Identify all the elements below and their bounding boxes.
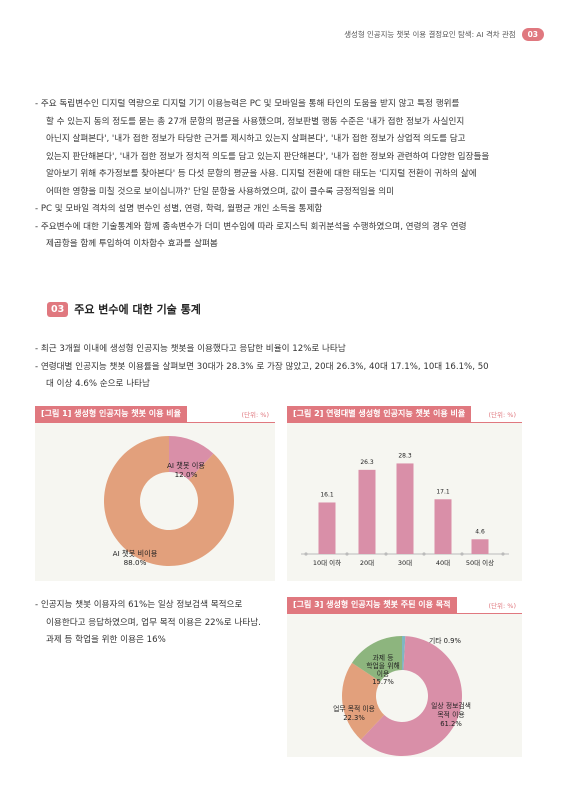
fig2-bar-2 bbox=[396, 463, 414, 554]
figure-1-panel: [그림 1] 생성형 인공지능 챗봇 이용 비율 (단위: %) AI 챗봇 이… bbox=[35, 406, 275, 581]
bullet-line: 과제 등 학업을 위한 이용은 16% bbox=[46, 635, 166, 645]
bullet-line: - PC 및 모바일 격차의 설명 변수인 성별, 연령, 학력, 월평균 개인… bbox=[35, 204, 323, 214]
fig2-category-label-4: 50대 이상 bbox=[466, 558, 494, 567]
bullet-item: - 최근 3개월 이내에 생성형 인공지능 챗봇을 이용했다고 응답한 비율이 … bbox=[35, 341, 523, 359]
fig3-label-study: 과제 등 학업을 위해 이용 15.7% bbox=[366, 653, 399, 686]
figure-2-bar-chart: 16.1 10대 이하 26.3 20대 28.3 30대 17.1 40대 4.6 50대 이상 bbox=[301, 452, 509, 567]
fig3-slice-1 bbox=[360, 636, 462, 756]
fig1-slice-0 bbox=[169, 436, 214, 480]
fig1-label-nonuse: AI 챗봇 비이용 88.0% bbox=[113, 549, 158, 567]
bullet-line: 이용한다고 응답하였으며, 업무 목적 이용은 22%로 나타남. bbox=[46, 617, 261, 628]
fig2-value-label-1: 26.3 bbox=[360, 459, 374, 466]
fig2-value-label-2: 28.3 bbox=[398, 452, 412, 459]
figure-3-header: [그림 3] 생성형 인공지능 챗봇 주된 이용 목적 (단위: %) bbox=[287, 597, 522, 614]
fig3-label-daily: 일상 정보검색 목적 이용 61.2% bbox=[431, 701, 471, 728]
stat-bullet-list: - 최근 3개월 이내에 생성형 인공지능 챗봇을 이용했다고 응답한 비율이 … bbox=[35, 341, 523, 394]
bullet-line: 제곱항을 함께 투입하여 이차함수 효과를 살펴봄 bbox=[46, 239, 218, 249]
bullet-line: 대 이상 4.6% 순으로 나타남 bbox=[46, 379, 150, 389]
bullet-line: 있는지 판단해본다', '내가 접한 정보가 정치적 의도를 담고 있는지 판단… bbox=[46, 151, 490, 162]
figure-1-header: [그림 1] 생성형 인공지능 챗봇 이용 비율 (단위: %) bbox=[35, 406, 275, 423]
header-title: 생성형 인공지능 챗봇 이용 결정요인 탐색: AI 격차 관점 bbox=[344, 30, 516, 39]
bullet-item: - PC 및 모바일 격차의 설명 변수인 성별, 연령, 학력, 월평균 개인… bbox=[35, 201, 523, 219]
bullet-line: 할 수 있는지 동의 정도를 묻는 총 27개 문항의 평균을 사용했으며, 정… bbox=[46, 116, 465, 127]
figure-1-title: [그림 1] 생성형 인공지능 챗봇 이용 비율 bbox=[35, 406, 187, 422]
bullet-line: - 최근 3개월 이내에 생성형 인공지능 챗봇을 이용했다고 응답한 비율이 … bbox=[35, 344, 346, 354]
fig2-category-label-1: 20대 bbox=[360, 559, 374, 567]
fig2-value-label-3: 17.1 bbox=[436, 488, 450, 495]
fig2-bar-3 bbox=[434, 499, 452, 554]
fig2-axis-dot-3 bbox=[422, 552, 426, 556]
fig3-slice-0 bbox=[402, 636, 406, 671]
page-number: 03 bbox=[521, 28, 544, 41]
figure-3-title: [그림 3] 생성형 인공지능 챗봇 주된 이용 목적 bbox=[287, 597, 457, 613]
fig2-axis-dot-0 bbox=[304, 552, 308, 556]
section-number: 03 bbox=[47, 301, 69, 317]
bullet-line: 아닌지 살펴본다', '내가 접한 정보가 타당한 근거를 제시하고 있는지 살… bbox=[46, 134, 466, 144]
fig1-slice-1 bbox=[103, 436, 234, 566]
fig2-bar-1 bbox=[358, 469, 376, 554]
figure-2-unit: (단위: %) bbox=[488, 411, 516, 419]
bullet-line: 어떠한 영향을 미칠 것으로 보이십니까?' 단일 문항을 사용하였으며, 값이… bbox=[46, 186, 395, 197]
figure-2-header: [그림 2] 연령대별 생성형 인공지능 챗봇 이용 비율 (단위: %) bbox=[287, 406, 522, 423]
bullet-item: - 주요 독립변수인 디지털 역량으로 디지털 기기 이용능력은 PC 및 모바… bbox=[35, 96, 523, 201]
figure-1-donut-chart: AI 챗봇 이용 12.0% AI 챗봇 비이용 88.0% bbox=[103, 436, 234, 567]
fig2-value-label-4: 4.6 bbox=[475, 528, 485, 535]
bullet-line: - 주요변수에 대한 기술통계와 함께 종속변수가 더미 변수임에 따라 로지스… bbox=[35, 221, 467, 232]
figure-3-donut-chart: 기타 0.9% 일상 정보검색 목적 이용 61.2% 업무 목적 이용 22.3% 과제 … bbox=[333, 636, 471, 756]
figure-3-unit: (단위: %) bbox=[488, 602, 516, 610]
figure-1-unit: (단위: %) bbox=[241, 411, 269, 419]
fig2-axis-dot-1 bbox=[345, 552, 349, 556]
fig2-category-label-0: 10대 이하 bbox=[313, 558, 341, 567]
bullet-line: 알아보기 위해 추가정보를 찾아본다' 등 다섯 문항의 평균을 사용. 디지털… bbox=[46, 169, 477, 179]
bullet-line: - 인공지능 챗봇 이용자의 61%는 일상 정보검색 목적으로 bbox=[35, 600, 243, 610]
fig3-label-work: 업무 목적 이용 22.3% bbox=[333, 704, 375, 722]
purpose-bullet: - 인공지능 챗봇 이용자의 61%는 일상 정보검색 목적으로 이용한다고 응… bbox=[35, 597, 285, 650]
fig2-value-label-0: 16.1 bbox=[320, 491, 334, 498]
fig1-label-use: AI 챗봇 이용 12.0% bbox=[167, 461, 205, 479]
page-header: 생성형 인공지능 챗봇 이용 결정요인 탐색: AI 격차 관점 03 bbox=[344, 28, 544, 41]
fig2-category-label-2: 30대 bbox=[398, 559, 412, 567]
section-title: 주요 변수에 대한 기술 통계 bbox=[74, 303, 201, 316]
intro-bullet-list: - 주요 독립변수인 디지털 역량으로 디지털 기기 이용능력은 PC 및 모바… bbox=[35, 96, 523, 254]
figure-2-panel: [그림 2] 연령대별 생성형 인공지능 챗봇 이용 비율 (단위: %) 16… bbox=[287, 406, 522, 581]
fig3-label-other: 기타 0.9% bbox=[429, 636, 461, 645]
fig2-category-label-3: 40대 bbox=[436, 559, 450, 567]
fig2-axis-dot-4 bbox=[460, 552, 464, 556]
figure-2-title: [그림 2] 연령대별 생성형 인공지능 챗봇 이용 비율 bbox=[287, 406, 472, 422]
figure-3-panel: [그림 3] 생성형 인공지능 챗봇 주된 이용 목적 (단위: %) 기타 0… bbox=[287, 597, 522, 757]
fig2-bar-0 bbox=[318, 502, 336, 554]
fig3-slice-3 bbox=[351, 636, 402, 682]
bullet-item: - 연령대별 인공지능 챗봇 이용률을 살펴보면 30대가 28.3% 로 가장… bbox=[35, 359, 523, 394]
fig3-slice-2 bbox=[342, 662, 385, 740]
fig2-bar-4 bbox=[471, 539, 489, 554]
bullet-item: - 주요변수에 대한 기술통계와 함께 종속변수가 더미 변수임에 따라 로지스… bbox=[35, 219, 523, 254]
bullet-line: - 연령대별 인공지능 챗봇 이용률을 살펴보면 30대가 28.3% 로 가장… bbox=[35, 361, 489, 372]
fig2-axis-dot-2 bbox=[384, 552, 388, 556]
fig2-axis-dot-5 bbox=[501, 552, 505, 556]
section-heading: 03 주요 변수에 대한 기술 통계 bbox=[47, 301, 201, 317]
bullet-line: - 주요 독립변수인 디지털 역량으로 디지털 기기 이용능력은 PC 및 모바… bbox=[35, 99, 460, 109]
